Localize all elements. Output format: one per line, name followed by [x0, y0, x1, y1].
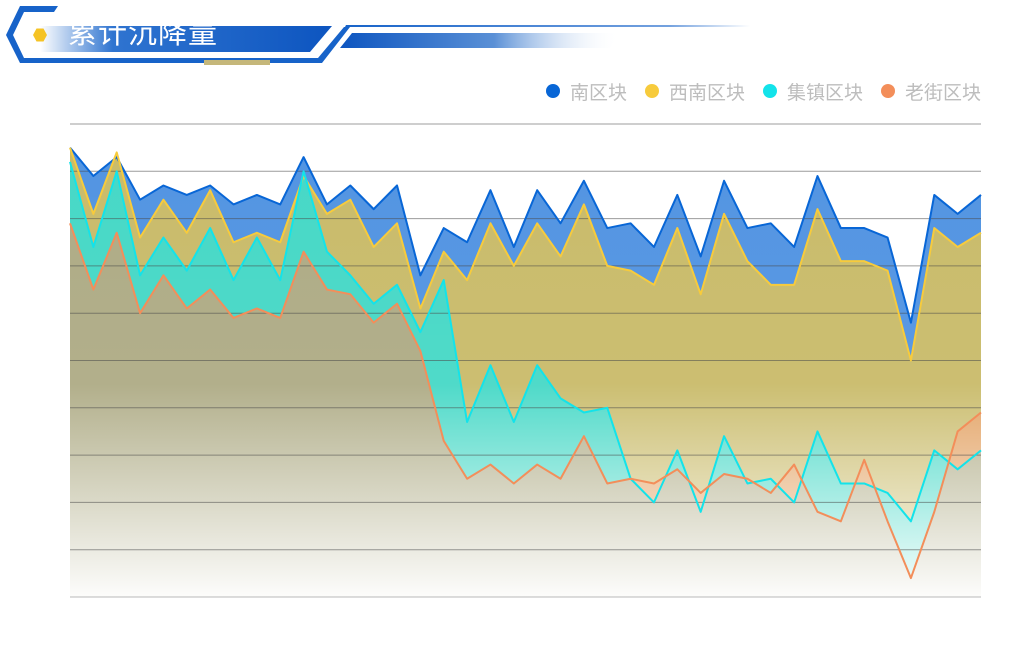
- badge-hexagon-icon: [33, 28, 47, 42]
- series-line-oldstreet[interactable]: [69, 222, 982, 580]
- legend-label-southwest: 西南区块: [668, 81, 745, 104]
- legend-item-town[interactable]: 集镇区块: [762, 78, 863, 105]
- legend-item-south[interactable]: 南区块: [545, 78, 627, 105]
- legend-item-southwest[interactable]: 西南区块: [644, 78, 745, 105]
- gridlines: [70, 123, 981, 598]
- series-line-southwest[interactable]: [69, 147, 982, 362]
- legend-item-oldstreet[interactable]: 老街区块: [880, 78, 981, 105]
- series-line-town[interactable]: [69, 161, 982, 523]
- legend: 南区块 西南区块 集镇区块 老街区块: [528, 78, 981, 104]
- legend-marker-south: [545, 84, 560, 98]
- legend-marker-town: [762, 84, 777, 98]
- legend-label-oldstreet: 老街区块: [904, 81, 981, 104]
- legend-label-south: 南区块: [569, 81, 627, 104]
- legend-marker-southwest: [644, 84, 659, 98]
- series-line-south[interactable]: [69, 147, 982, 324]
- legend-marker-oldstreet: [880, 84, 895, 98]
- chart-title: 累计沉降量: [68, 16, 219, 50]
- chart-title-banner: [6, 6, 750, 65]
- series-lines: [69, 147, 982, 580]
- legend-label-town: 集镇区块: [786, 81, 863, 104]
